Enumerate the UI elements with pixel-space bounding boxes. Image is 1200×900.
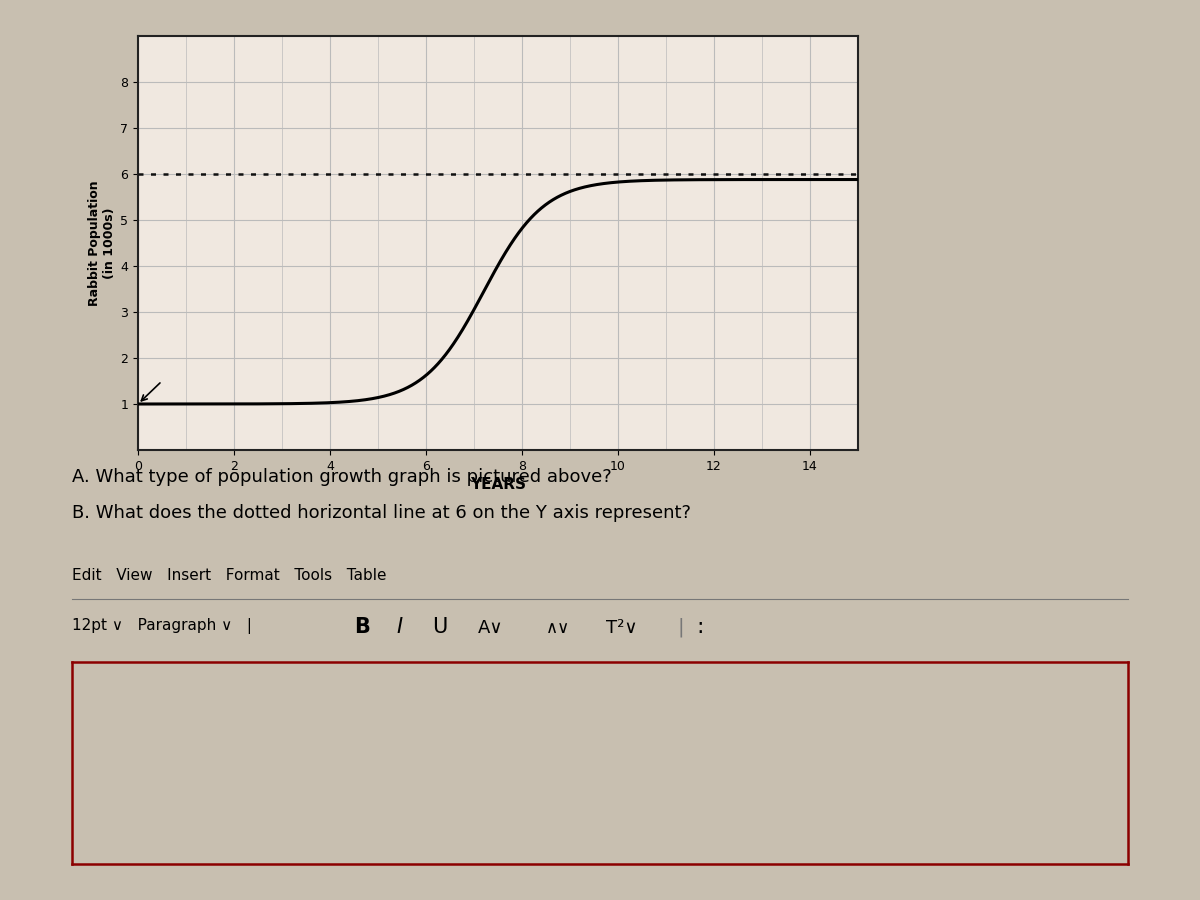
- Text: A. What type of population growth graph is pictured above?: A. What type of population growth graph …: [72, 467, 612, 485]
- Text: Edit   View   Insert   Format   Tools   Table: Edit View Insert Format Tools Table: [72, 569, 386, 583]
- Text: A∨: A∨: [478, 618, 503, 636]
- Text: U: U: [432, 616, 448, 636]
- Text: B. What does the dotted horizontal line at 6 on the Y axis represent?: B. What does the dotted horizontal line …: [72, 503, 691, 521]
- Text: :: :: [696, 616, 703, 636]
- Text: I: I: [396, 616, 402, 636]
- Text: B: B: [354, 616, 370, 636]
- Text: T²∨: T²∨: [606, 618, 637, 636]
- Text: ∧∨: ∧∨: [546, 618, 570, 636]
- Text: 12pt ∨   Paragraph ∨   |: 12pt ∨ Paragraph ∨ |: [72, 618, 252, 634]
- Y-axis label: Rabbit Population
(in 1000s): Rabbit Population (in 1000s): [88, 180, 116, 306]
- X-axis label: YEARS: YEARS: [470, 477, 526, 492]
- Text: |: |: [678, 617, 685, 637]
